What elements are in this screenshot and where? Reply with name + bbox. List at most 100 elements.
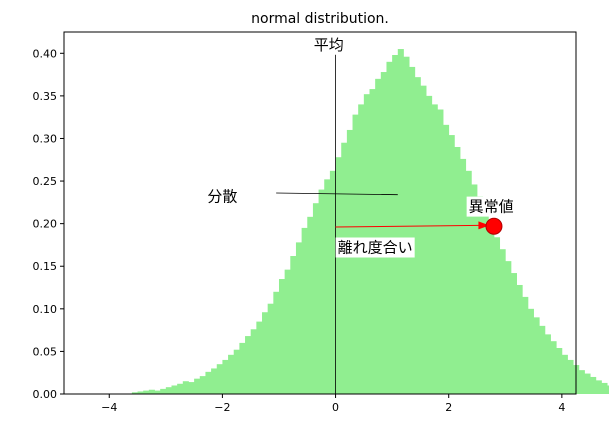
histogram-bar bbox=[194, 378, 201, 394]
histogram-bar bbox=[380, 72, 387, 394]
histogram-bar bbox=[403, 56, 410, 395]
histogram-bar bbox=[278, 279, 286, 394]
deviation-label: 離れ度合い bbox=[338, 238, 413, 256]
histogram-bar bbox=[273, 291, 280, 394]
y-tick-label: 0.05 bbox=[33, 345, 58, 358]
histogram-bar bbox=[245, 336, 252, 394]
variance-label: 分散 bbox=[207, 187, 237, 205]
histogram-bar bbox=[335, 157, 342, 394]
histogram-bar bbox=[414, 77, 421, 395]
histogram-bar bbox=[324, 179, 331, 394]
outlier-label-group: 異常値 bbox=[466, 196, 516, 217]
histogram-bar bbox=[590, 376, 597, 394]
outlier-label-background bbox=[466, 196, 516, 217]
histogram-bar bbox=[561, 354, 568, 394]
y-tick-label: 0.25 bbox=[33, 175, 58, 188]
histogram-bar bbox=[295, 242, 303, 394]
y-tick-label: 0.40 bbox=[33, 47, 58, 60]
histogram-bar bbox=[318, 189, 325, 394]
histogram-bar bbox=[437, 109, 444, 394]
y-tick-label: 0.10 bbox=[33, 303, 58, 316]
x-tick-label: 2 bbox=[445, 401, 452, 414]
histogram-bar bbox=[516, 284, 523, 394]
histogram-bar bbox=[499, 249, 506, 394]
histogram-bar bbox=[233, 349, 240, 394]
spread-line bbox=[276, 192, 398, 196]
variance-label-background bbox=[205, 186, 240, 207]
x-tick-label: −4 bbox=[101, 401, 117, 414]
histogram-bar bbox=[301, 227, 308, 394]
deviation-label-group: 離れ度合い bbox=[335, 237, 415, 258]
y-axis: 0.00 0.05 0.10 0.15 0.20 0.25 0.30 0.35 0.40 bbox=[33, 47, 64, 401]
histogram-bar bbox=[601, 382, 608, 394]
plot-area-frame bbox=[63, 31, 577, 395]
histogram-bar bbox=[488, 225, 495, 394]
y-tick-label: 0.35 bbox=[33, 90, 58, 103]
histogram-bar bbox=[386, 61, 393, 394]
histogram-bar bbox=[476, 196, 484, 394]
histogram-bar bbox=[177, 383, 184, 394]
mean-label-group: 平均 bbox=[311, 34, 346, 55]
histogram-bar bbox=[307, 216, 314, 394]
histogram-bar bbox=[329, 170, 336, 394]
histogram-bar bbox=[448, 135, 455, 394]
histogram-bar bbox=[522, 296, 529, 394]
deviation-arrow-line bbox=[335, 224, 480, 228]
histogram-bar bbox=[505, 261, 512, 394]
histogram-bar bbox=[262, 312, 269, 394]
histogram-bar bbox=[431, 104, 438, 395]
histogram-bar bbox=[267, 303, 274, 394]
mean-label-background bbox=[311, 34, 346, 55]
histogram-bar bbox=[493, 237, 501, 394]
histogram-bar bbox=[544, 334, 551, 394]
outlier-point bbox=[485, 217, 503, 235]
variance-label-group: 分散 bbox=[205, 186, 240, 207]
histogram-bar bbox=[420, 85, 427, 394]
histogram-bar bbox=[131, 392, 138, 394]
histogram-bar bbox=[567, 359, 574, 394]
histogram-bar bbox=[346, 129, 353, 394]
y-tick-label: 0.20 bbox=[33, 218, 58, 231]
histogram-bar bbox=[239, 342, 246, 394]
histogram-bar bbox=[148, 389, 155, 394]
x-axis: −4 −2 0 2 4 bbox=[101, 394, 565, 414]
y-tick-label: 0.00 bbox=[33, 388, 58, 401]
deviation-label-background bbox=[335, 237, 415, 258]
histogram-bar bbox=[426, 95, 433, 394]
histogram-bar bbox=[290, 256, 297, 394]
outlier-label: 異常値 bbox=[469, 198, 514, 216]
y-tick-label: 0.30 bbox=[33, 132, 58, 145]
histogram-bar bbox=[482, 211, 489, 394]
histogram-bar bbox=[284, 269, 291, 394]
histogram-bar bbox=[471, 184, 478, 394]
histogram-bar bbox=[584, 373, 591, 394]
histogram-bar bbox=[137, 391, 144, 394]
histogram-bar bbox=[211, 368, 218, 394]
histogram-bar bbox=[375, 78, 382, 395]
histogram-bar bbox=[165, 387, 172, 394]
annotation-overlays bbox=[276, 53, 503, 394]
mean-label: 平均 bbox=[314, 36, 344, 54]
histogram-bar bbox=[188, 382, 195, 394]
histogram-bar bbox=[341, 142, 348, 394]
histogram-bar bbox=[443, 124, 450, 395]
histogram-bar bbox=[397, 49, 404, 395]
histogram-bar bbox=[160, 388, 167, 394]
histogram-bar bbox=[222, 359, 229, 394]
y-tick-label: 0.15 bbox=[33, 260, 58, 273]
histogram-bar bbox=[409, 66, 416, 394]
x-tick-label: −2 bbox=[214, 401, 230, 414]
x-tick-label: 0 bbox=[332, 401, 339, 414]
histogram-bar bbox=[510, 273, 517, 394]
histogram-bar bbox=[154, 390, 161, 394]
histogram-bar bbox=[607, 385, 609, 394]
histogram-bar bbox=[460, 158, 467, 394]
histogram-bar bbox=[312, 203, 319, 394]
histogram-bar bbox=[143, 390, 150, 394]
histogram-bar bbox=[199, 376, 206, 394]
histogram-bar bbox=[228, 354, 235, 394]
histogram-bar bbox=[392, 54, 399, 394]
histogram-bar bbox=[205, 371, 212, 394]
